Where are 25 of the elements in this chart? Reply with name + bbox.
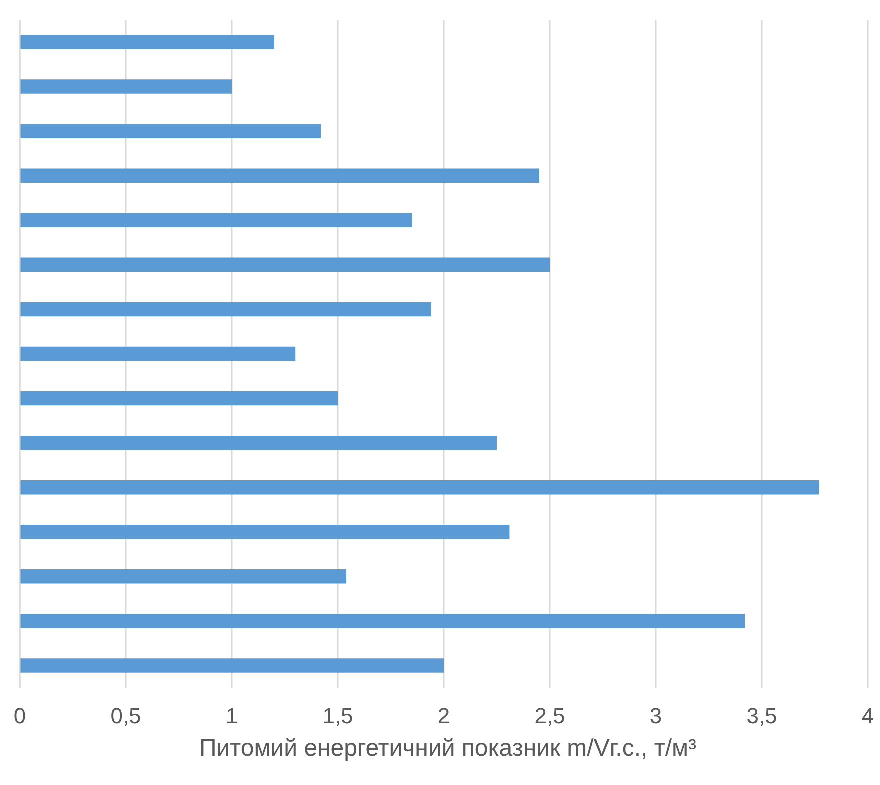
- bar: [20, 258, 550, 272]
- bar: [20, 35, 274, 50]
- x-tick-label: 2,5: [534, 704, 566, 729]
- bar: [20, 80, 232, 94]
- bar: [20, 525, 510, 540]
- x-tick-label: 0: [14, 704, 26, 729]
- x-tick-label: 3: [650, 704, 662, 729]
- bar: [20, 570, 346, 584]
- bar: [20, 124, 322, 138]
- x-tick-label: 4: [862, 704, 874, 729]
- bar: [20, 480, 820, 495]
- bar: [20, 391, 338, 406]
- bar: [20, 346, 296, 362]
- x-axis-title: Питомий енергетичний показник m/Vг.с., т/м³: [198, 735, 698, 763]
- x-tick-label: 1,5: [322, 704, 354, 729]
- bar: [20, 614, 746, 628]
- x-tick-label: 1: [226, 704, 238, 729]
- bar: [20, 302, 432, 317]
- bar: [20, 658, 444, 673]
- bar: [20, 168, 540, 183]
- x-tick-label: 0,5: [110, 704, 142, 729]
- x-tick-label: 3,5: [746, 704, 778, 729]
- x-tick-label: 2: [438, 704, 450, 729]
- bar: [20, 213, 412, 228]
- bar: [20, 436, 497, 450]
